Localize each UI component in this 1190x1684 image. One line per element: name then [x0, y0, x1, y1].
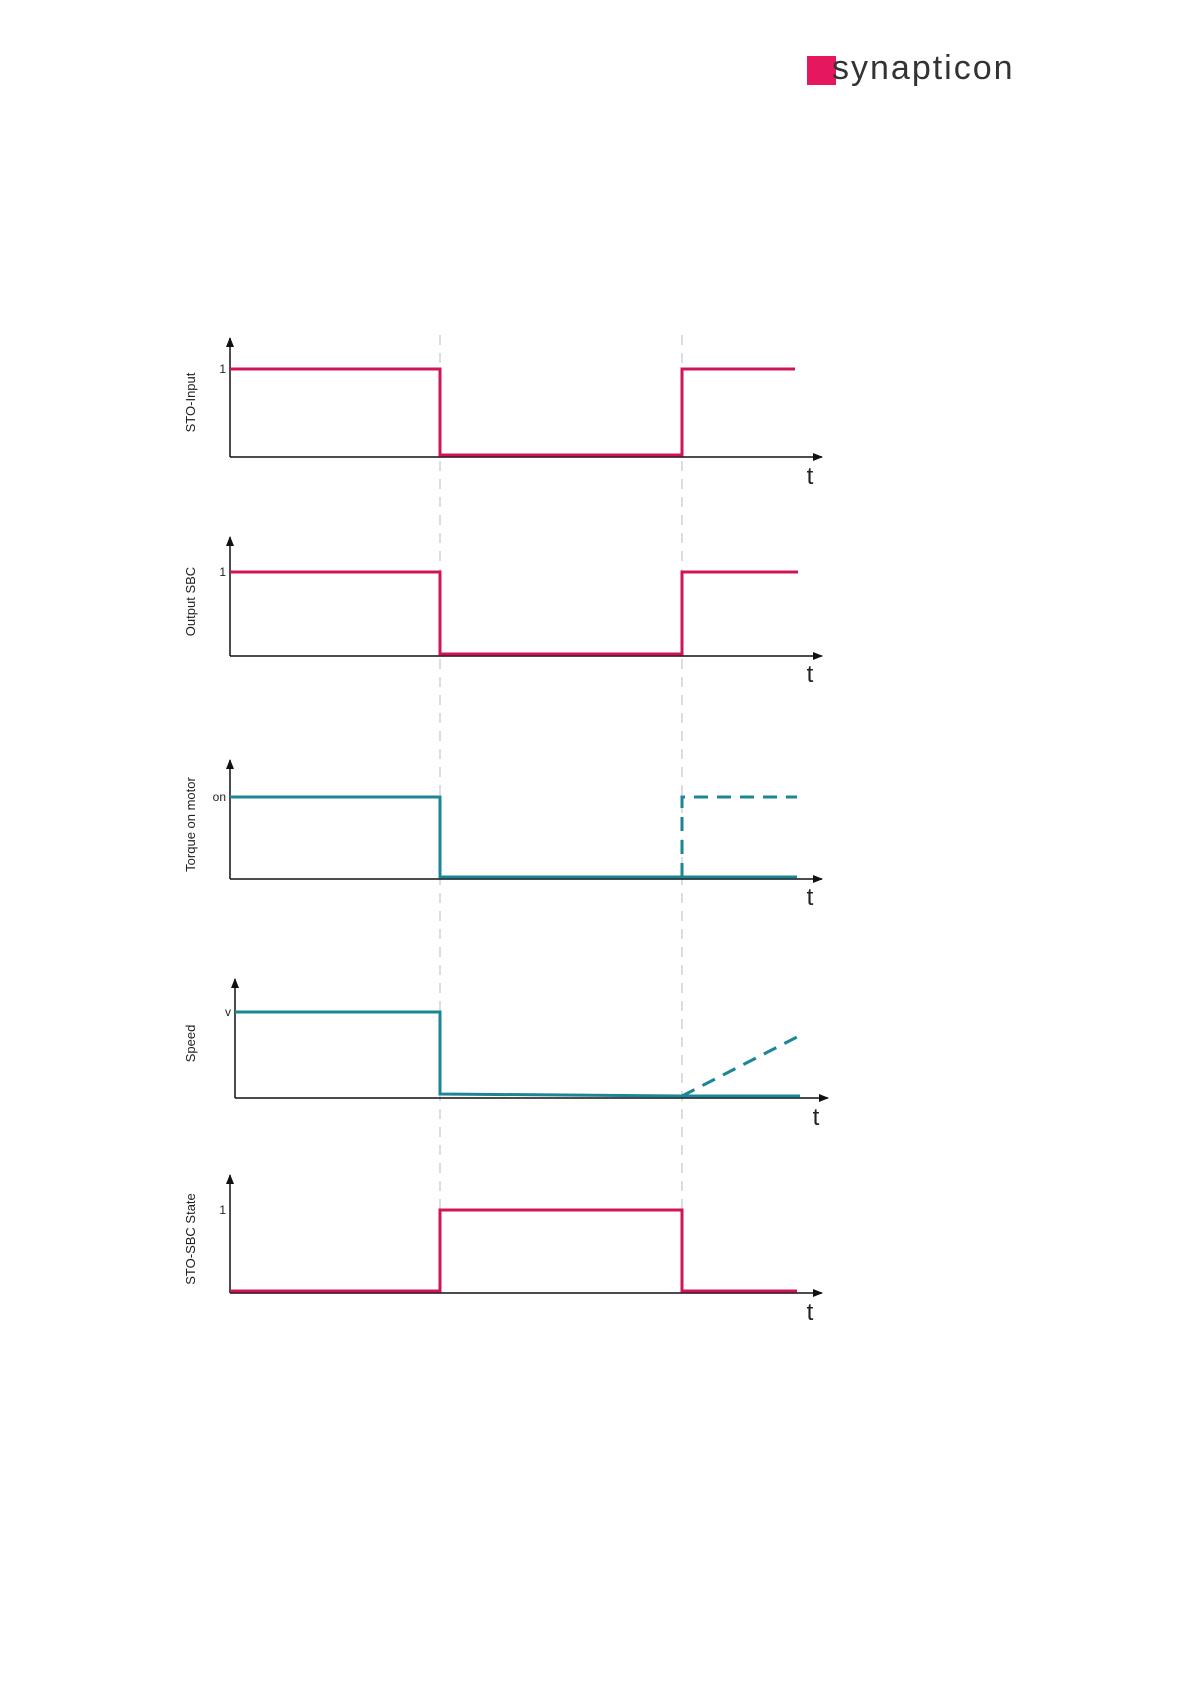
tick-label: v [225, 1005, 231, 1019]
y-label: Torque on motor [183, 777, 198, 872]
tick-label: 1 [219, 565, 226, 579]
signal-alt [681, 1035, 798, 1098]
signal-alt [680, 795, 797, 877]
x-label: t [807, 463, 814, 490]
signal [230, 1208, 797, 1293]
x-label: t [813, 1104, 820, 1131]
logo-text: synapticon [832, 49, 1015, 87]
logo-square [807, 56, 836, 85]
panels: STO-Input 1 t Output SBC 1 t Torque on motor on… [183, 337, 829, 1326]
x-label: t [807, 884, 814, 911]
y-label: STO-SBC State [183, 1193, 198, 1285]
signal [230, 795, 797, 879]
x-label: t [807, 661, 814, 688]
y-label: Output SBC [183, 567, 198, 636]
signal [230, 570, 798, 656]
tick-label: on [213, 790, 226, 804]
tick-label: 1 [219, 362, 226, 376]
tick-label: 1 [219, 1203, 226, 1217]
signal [235, 1010, 800, 1098]
y-label: STO-Input [183, 372, 198, 432]
y-label: Speed [183, 1025, 198, 1063]
signal [230, 367, 795, 457]
x-label: t [807, 1299, 814, 1326]
